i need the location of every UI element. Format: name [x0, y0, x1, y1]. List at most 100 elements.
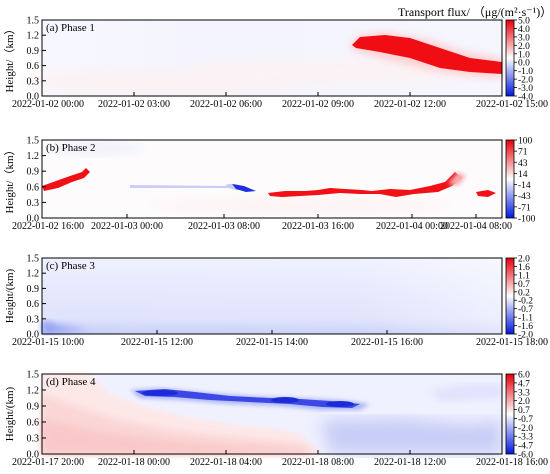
colorbar-tick-label: -0.2 [518, 297, 533, 307]
y-tick-label: 1.5 [27, 136, 40, 147]
colorbar-tick-label: 1.6 [518, 263, 530, 273]
x-tick-label: 2022-01-18 08:00 [282, 457, 354, 468]
colorbar-tick-label: -71 [518, 203, 531, 213]
x-tick-label: 2022-01-03 08:00 [188, 221, 260, 232]
panel-a-frame [41, 19, 503, 97]
panel-d: (d) Phase 4 Height/(km) 0.0 0.3 0.6 0.9 1.2 1… [4, 370, 548, 469]
colorbar-tick-label: 14 [518, 170, 528, 180]
panel-c-colorbar [505, 257, 515, 335]
colorbar-tick-label: -43 [518, 192, 531, 202]
colorbar-tick-label: -14 [518, 181, 531, 191]
panel-a-ylabel: Height/（km） [3, 23, 16, 92]
panel-a-colorbar [505, 19, 515, 97]
colorbar-tick-label: 2.0 [518, 397, 530, 407]
y-tick-label: 0.6 [27, 418, 40, 429]
x-tick-label: 2022-01-03 16:00 [282, 221, 354, 232]
colorbar-title: Transport flux/ （μg/(m²·s⁻¹)） [398, 5, 550, 19]
y-tick-label: 1.2 [27, 386, 40, 397]
panel-c-label: (c) Phase 3 [46, 260, 95, 272]
y-tick-label: 0.6 [27, 61, 40, 72]
panel-b-y-ticks: 0.0 0.3 0.6 0.9 1.2 1.5 [27, 136, 46, 225]
x-tick-label: 2022-01-17 20:00 [12, 457, 84, 468]
colorbar-tick-label: -1.6 [518, 322, 533, 332]
colorbar-tick-label: 43 [518, 159, 528, 169]
colorbar-tick-label: -4.0 [518, 93, 533, 103]
colorbar-tick-label: -3.0 [518, 84, 533, 94]
colorbar-tick-label: 3.0 [518, 33, 530, 43]
panel-c-x-ticks: 2022-01-15 10:00 2022-01-15 12:00 2022-01-… [12, 330, 548, 348]
colorbar-tick-label: 0.2 [518, 288, 530, 298]
colorbar-tick-label: -1.0 [518, 67, 533, 77]
colorbar-tick-label: -0.7 [518, 415, 533, 425]
x-tick-label: 2022-01-03 00:00 [91, 221, 163, 232]
y-tick-label: 1.5 [27, 16, 40, 27]
y-tick-label: 0.9 [27, 167, 40, 178]
colorbar-tick-label: 100 [518, 137, 533, 147]
colorbar-tick-label: 0.0 [518, 59, 530, 69]
y-tick-label: 1.5 [27, 254, 40, 265]
y-tick-label: 0.6 [27, 182, 40, 193]
colorbar-tick-label: -2.0 [518, 424, 533, 434]
x-tick-label: 2022-01-15 16:00 [351, 337, 423, 348]
panel-d-ylabel: Height/(km) [4, 386, 16, 441]
panel-b-colorbar [505, 139, 515, 219]
panel-c-y-ticks: 0.0 0.3 0.6 0.9 1.2 1.5 [27, 254, 46, 341]
panel-b-ylabel: Height/（km） [3, 144, 16, 213]
x-tick-label: 2022-01-02 16:00 [12, 221, 84, 232]
panel-a-label: (a) Phase 1 [46, 22, 95, 34]
colorbar-tick-label: 5.0 [518, 17, 530, 27]
y-tick-label: 0.3 [27, 76, 40, 87]
y-tick-label: 1.2 [27, 269, 40, 280]
colorbar-tick-label: -6.0 [518, 451, 533, 461]
panel-c-heatmap [42, 258, 502, 334]
x-tick-label: 2022-01-18 04:00 [190, 457, 262, 468]
panel-b-x-ticks: 2022-01-02 16:00 2022-01-03 00:00 2022-01-… [12, 214, 512, 232]
x-tick-label: 2022-01-18 00:00 [98, 457, 170, 468]
panel-c-colorbar-ticks: 2.01.61.10.70.2-0.2-0.7-1.1-1.6-2.0 [514, 255, 533, 341]
y-tick-label: 1.2 [27, 151, 40, 162]
panel-d-label: (d) Phase 4 [46, 376, 96, 388]
x-tick-label: 2022-01-04 00:00 [376, 221, 448, 232]
panel-a-heatmap [20, 20, 502, 96]
panel-d-heatmap [42, 374, 502, 454]
colorbar-tick-label: -3.3 [518, 433, 533, 443]
colorbar-tick-label: -1.1 [518, 314, 533, 324]
x-tick-label: 2022-01-02 15:00 [476, 99, 548, 110]
colorbar-tick-label: -4.7 [518, 442, 533, 452]
colorbar-tick-label: 1.1 [518, 271, 530, 281]
x-tick-label: 2022-01-02 09:00 [282, 99, 354, 110]
colorbar-tick-label: 6.0 [518, 371, 530, 381]
panel-d-colorbar [505, 373, 515, 455]
panel-a: (a) Phase 1 Height/（km） 0.0 0.3 0.6 0.9 1.2 1… [3, 16, 548, 111]
y-tick-label: 0.3 [27, 314, 40, 325]
panel-a-colorbar-ticks: 5.04.03.02.01.00.0-1.0-2.0-3.0-4.0 [514, 17, 533, 103]
x-tick-label: 2022-01-15 12:00 [121, 337, 193, 348]
y-tick-label: 0.6 [27, 299, 40, 310]
panel-b-frame [41, 139, 503, 219]
x-tick-label: 2022-01-15 18:00 [476, 337, 548, 348]
x-tick-label: 2022-01-04 08:00 [440, 221, 512, 232]
colorbar-tick-label: -2.0 [518, 76, 533, 86]
colorbar-tick-label: 3.3 [518, 388, 530, 398]
colorbar-tick-label: 71 [518, 148, 528, 158]
y-tick-label: 0.0 [27, 330, 40, 341]
colorbar-tick-label: 1.0 [518, 50, 530, 60]
colorbar-tick-label: 4.0 [518, 25, 530, 35]
x-tick-label: 2022-01-15 10:00 [12, 337, 84, 348]
panel-d-frame [41, 373, 503, 455]
y-tick-label: 1.5 [27, 370, 40, 381]
colorbar-tick-label: 2.0 [518, 255, 530, 265]
panel-c-ylabel: Height/(km) [4, 268, 16, 323]
y-tick-label: 0.0 [27, 214, 40, 225]
panel-b: (b) Phase 2 Height/（km） 0.0 0.3 0.6 0.9 1.2 1… [3, 136, 536, 233]
y-tick-label: 0.9 [27, 284, 40, 295]
y-tick-label: 0.0 [27, 450, 40, 461]
panel-a-x-ticks: 2022-01-02 00:00 2022-01-02 03:00 2022-01-… [12, 92, 548, 110]
colorbar-tick-label: -100 [518, 215, 536, 225]
panel-b-label: (b) Phase 2 [46, 142, 96, 154]
colorbar-tick-label: 0.7 [518, 406, 530, 416]
x-tick-label: 2022-01-02 06:00 [190, 99, 262, 110]
x-tick-label: 2022-01-15 14:00 [236, 337, 308, 348]
